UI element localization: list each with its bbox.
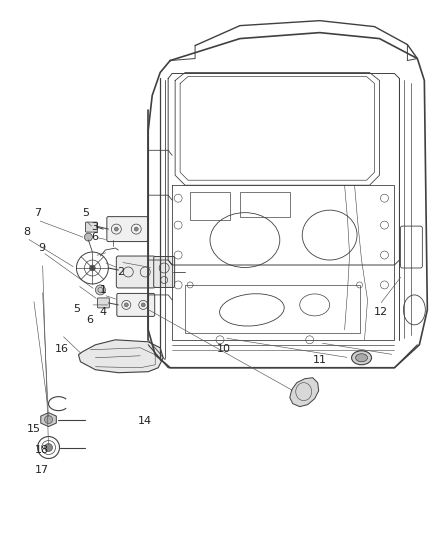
FancyBboxPatch shape — [117, 256, 155, 288]
Polygon shape — [290, 378, 319, 407]
Text: 16: 16 — [55, 344, 69, 354]
Text: 10: 10 — [216, 344, 230, 354]
FancyBboxPatch shape — [85, 222, 97, 232]
Text: 18: 18 — [35, 445, 49, 455]
Circle shape — [114, 227, 118, 231]
Text: 7: 7 — [34, 208, 41, 219]
Text: 5: 5 — [74, 304, 81, 314]
Circle shape — [89, 265, 95, 271]
Text: 2: 2 — [117, 267, 124, 277]
Ellipse shape — [356, 354, 367, 362]
Text: 4: 4 — [100, 306, 107, 317]
FancyBboxPatch shape — [107, 216, 148, 241]
Text: 14: 14 — [138, 416, 152, 426]
Text: 9: 9 — [39, 243, 46, 253]
Polygon shape — [41, 413, 57, 426]
FancyBboxPatch shape — [154, 256, 175, 287]
FancyBboxPatch shape — [117, 294, 155, 317]
Text: 5: 5 — [82, 208, 89, 219]
FancyBboxPatch shape — [97, 298, 110, 308]
Circle shape — [85, 233, 92, 241]
Text: 12: 12 — [374, 306, 388, 317]
Circle shape — [124, 303, 128, 307]
Circle shape — [45, 443, 53, 451]
Text: 8: 8 — [23, 227, 31, 237]
Text: 3: 3 — [91, 222, 98, 232]
Circle shape — [134, 227, 138, 231]
Circle shape — [45, 416, 53, 424]
Ellipse shape — [352, 351, 371, 365]
Text: 15: 15 — [26, 424, 40, 434]
Text: 6: 6 — [91, 232, 98, 243]
Polygon shape — [78, 340, 163, 373]
Circle shape — [95, 285, 106, 295]
Bar — [240, 192, 290, 217]
Circle shape — [141, 303, 145, 307]
Text: 6: 6 — [87, 314, 94, 325]
Text: 11: 11 — [312, 354, 326, 365]
Text: 1: 1 — [100, 286, 107, 295]
Bar — [190, 192, 230, 220]
Bar — [185, 285, 360, 333]
Text: 17: 17 — [35, 465, 49, 474]
